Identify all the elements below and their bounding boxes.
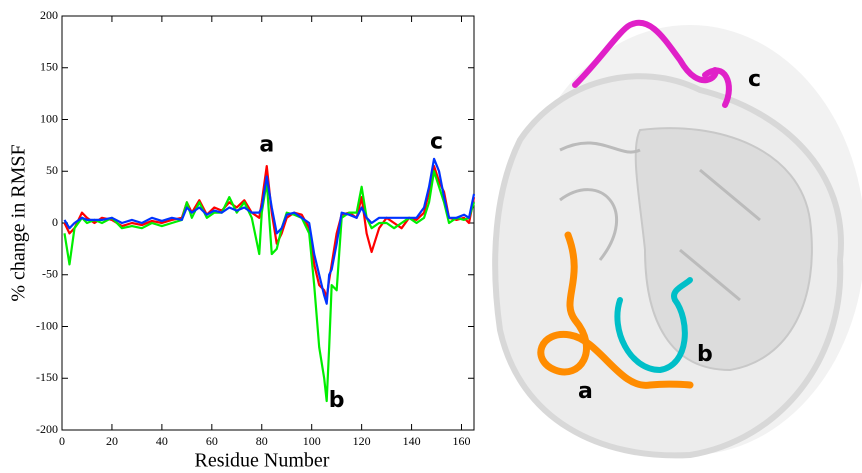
y-tick-label: 0 xyxy=(52,215,58,229)
x-tick-label: 80 xyxy=(256,434,268,448)
annotation: a xyxy=(259,132,274,157)
x-tick-label: 140 xyxy=(403,434,421,448)
loop-a xyxy=(537,231,694,389)
x-tick-label: 20 xyxy=(106,434,118,448)
annotation: b xyxy=(329,388,345,413)
y-tick-label: 50 xyxy=(46,163,58,177)
x-tick-label: 60 xyxy=(206,434,218,448)
x-tick-label: 160 xyxy=(453,434,471,448)
loop-b xyxy=(614,277,693,374)
x-tick-label: 100 xyxy=(303,434,321,448)
y-tick-label: -200 xyxy=(36,422,58,436)
annotation: c xyxy=(430,129,443,154)
structure-label: b xyxy=(697,342,713,367)
series-line xyxy=(63,157,476,305)
x-tick-label: 0 xyxy=(59,434,65,448)
series-line xyxy=(63,170,476,403)
y-axis-label: % change in RMSF xyxy=(8,144,30,301)
y-tick-label: 150 xyxy=(40,60,58,74)
x-axis-label: Residue Number xyxy=(195,450,330,472)
y-tick-label: -100 xyxy=(36,318,58,332)
y-tick-label: 200 xyxy=(40,8,58,22)
loop-c xyxy=(702,67,732,108)
ribbon xyxy=(559,141,761,302)
y-tick-label: 100 xyxy=(40,111,58,125)
x-tick-label: 120 xyxy=(353,434,371,448)
protein-structure: c b a xyxy=(492,19,862,459)
y-tick-label: -50 xyxy=(42,267,58,281)
structure-label: a xyxy=(578,379,593,404)
x-tick-label: 40 xyxy=(156,434,168,448)
structure-label: c xyxy=(748,67,761,92)
y-tick-label: -150 xyxy=(36,370,58,384)
loop-c xyxy=(572,19,719,88)
